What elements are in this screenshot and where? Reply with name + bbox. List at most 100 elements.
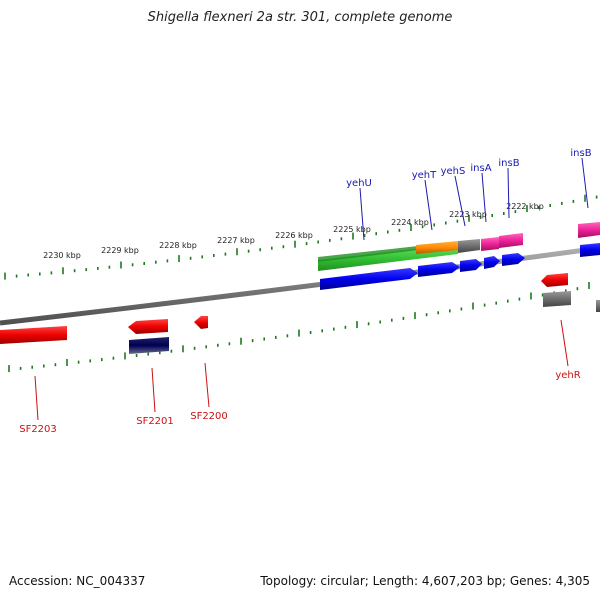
ruler-minor-tick	[101, 358, 103, 362]
ruler-minor-tick	[147, 352, 149, 356]
tick-label-2228: 2228 kbp	[159, 241, 197, 250]
ruler-minor-tick	[193, 346, 196, 350]
ruler-minor-tick	[39, 272, 41, 276]
ruler-major-tick	[584, 194, 586, 202]
ruler-major-tick	[236, 248, 238, 256]
ruler-major-tick	[472, 302, 474, 310]
ruler-minor-tick	[572, 199, 575, 203]
ruler-major-tick	[178, 255, 180, 263]
ruler-minor-tick	[495, 301, 497, 305]
blue-gene-arrow[interactable]	[580, 243, 600, 257]
ruler-minor-tick	[205, 345, 207, 349]
ruler-minor-tick	[340, 237, 343, 241]
ruler-minor-tick	[421, 225, 424, 229]
ruler-minor-tick	[398, 228, 401, 232]
ruler-minor-tick	[73, 269, 76, 273]
red-gene-arrow[interactable]	[128, 319, 168, 334]
ruler-minor-tick	[387, 230, 389, 234]
ruler-major-tick	[120, 261, 122, 269]
ruler-major-tick	[4, 272, 6, 280]
ruler-minor-tick	[275, 335, 277, 339]
gray-gene-box[interactable]	[596, 300, 600, 312]
gray-gene-box[interactable]	[458, 239, 480, 253]
blue-gene-arrow[interactable]	[418, 262, 460, 277]
upper-features-row1	[318, 222, 600, 271]
gray-gene-box[interactable]	[543, 291, 571, 307]
ruler-minor-tick	[19, 366, 22, 370]
ruler-minor-tick	[228, 342, 231, 346]
ruler-major-tick	[410, 224, 412, 231]
gene-label-yehS[interactable]: yehS	[441, 166, 466, 177]
ruler-minor-tick	[108, 265, 111, 269]
ruler-major-tick	[62, 267, 64, 275]
ruler-minor-tick	[259, 248, 261, 252]
blue-gene-arrow[interactable]	[502, 253, 525, 266]
ruler-minor-tick	[77, 360, 80, 364]
ruler-minor-tick	[402, 316, 405, 320]
ruler-minor-tick	[561, 201, 563, 205]
ruler-minor-tick	[576, 287, 579, 291]
orange-gene-arrow[interactable]	[416, 241, 458, 254]
ruler-minor-tick	[549, 204, 551, 207]
gene-label-SF2200[interactable]: SF2200	[190, 411, 228, 422]
ruler-major-tick	[414, 312, 416, 320]
accession-text: Accession: NC_004337	[9, 574, 146, 588]
tick-label-2223: 2223 kbp	[449, 210, 487, 219]
lower-ruler	[8, 282, 590, 373]
ruler-minor-tick	[217, 343, 219, 347]
ruler-minor-tick	[247, 249, 250, 253]
ruler-minor-tick	[344, 325, 347, 329]
gene-label-yehU[interactable]: yehU	[346, 178, 372, 189]
pink-gene-arrow[interactable]	[499, 233, 523, 248]
gene-label-insB[interactable]: insB	[498, 158, 519, 169]
pink-gene-arrow[interactable]	[578, 222, 600, 238]
tick-label-2222: 2222 kbp	[506, 202, 544, 211]
ruler-minor-tick	[85, 268, 87, 272]
ruler-major-tick	[124, 352, 126, 360]
ruler-minor-tick	[491, 214, 493, 217]
ruler-minor-tick	[433, 223, 435, 227]
blue-gene-arrow[interactable]	[460, 259, 482, 272]
ruler-major-tick	[526, 205, 528, 213]
ruler-minor-tick	[460, 307, 463, 311]
ruler-major-tick	[356, 321, 358, 329]
gene-label-insB-2[interactable]: insB	[570, 148, 591, 159]
ruler-minor-tick	[31, 365, 33, 369]
genome-title: Shigella flexneri 2a str. 301, complete …	[147, 10, 453, 25]
ruler-minor-tick	[425, 313, 428, 317]
red-gene-arrow[interactable]	[0, 326, 67, 344]
ruler-minor-tick	[286, 334, 289, 338]
ruler-minor-tick	[189, 256, 192, 260]
ruler-major-tick	[298, 329, 300, 337]
gene-label-insA[interactable]: insA	[470, 163, 491, 174]
pink-gene-arrow[interactable]	[481, 237, 499, 251]
ruler-major-tick	[588, 282, 590, 289]
blue-gene-arrow[interactable]	[320, 268, 418, 290]
ruler-minor-tick	[170, 349, 173, 353]
gene-label-SF2201[interactable]: SF2201	[136, 416, 174, 427]
red-gene-arrow[interactable]	[194, 316, 208, 329]
ruler-major-tick	[468, 214, 470, 222]
ruler-minor-tick	[305, 242, 308, 246]
ruler-minor-tick	[363, 233, 366, 237]
ruler-minor-tick	[43, 364, 45, 368]
ruler-minor-tick	[333, 327, 335, 331]
navy-gene-box[interactable]	[129, 337, 169, 354]
ruler-minor-tick	[379, 320, 381, 324]
ruler-major-tick	[352, 232, 354, 240]
ruler-minor-tick	[565, 289, 567, 293]
ruler-minor-tick	[166, 259, 169, 263]
gene-label-yehR[interactable]: yehR	[555, 370, 580, 381]
gene-label-SF2203[interactable]: SF2203	[19, 424, 57, 435]
ruler-major-tick	[66, 359, 68, 366]
ruler-minor-tick	[518, 297, 521, 301]
green-gene-arrow-top	[318, 246, 418, 262]
ruler-minor-tick	[329, 238, 331, 242]
red-gene-arrow[interactable]	[541, 273, 568, 287]
ruler-minor-tick	[367, 322, 370, 326]
ruler-minor-tick	[595, 195, 598, 199]
upper-features-row2	[320, 243, 600, 290]
gene-label-yehT[interactable]: yehT	[412, 170, 437, 181]
blue-gene-arrow[interactable]	[484, 256, 500, 269]
